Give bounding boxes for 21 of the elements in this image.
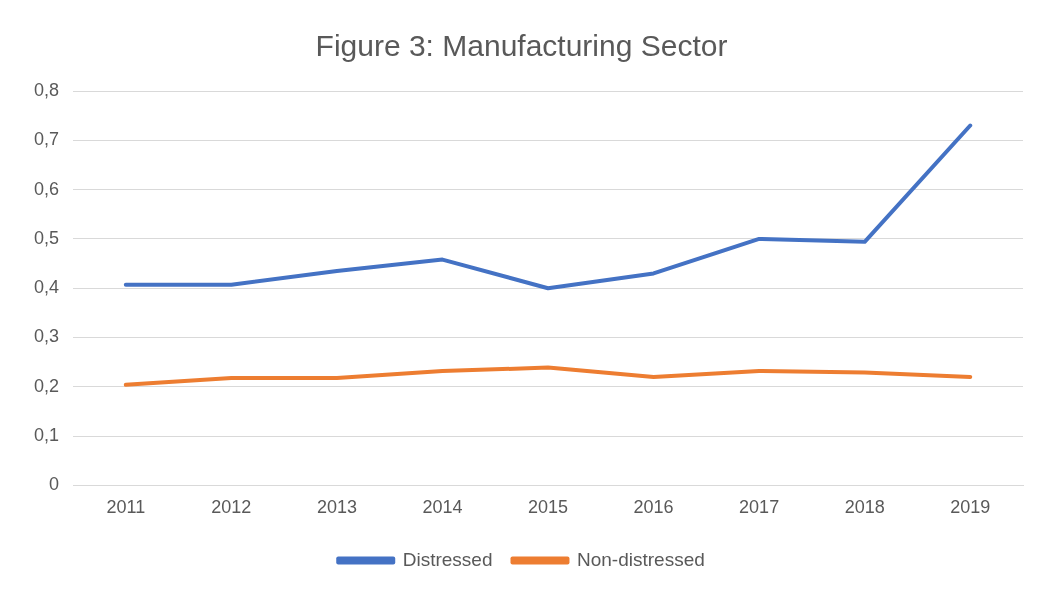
y-tick-label: 0,8 [33, 79, 60, 100]
y-tick-label: 0,1 [33, 425, 60, 446]
y-tick-label: 0,2 [33, 375, 60, 396]
x-tick-label: 2011 [106, 497, 146, 518]
legend-label: Distressed [402, 548, 493, 570]
y-tick-label: 0,4 [33, 277, 60, 298]
x-tick-label: 2012 [211, 497, 252, 518]
x-tick-label: 2017 [739, 497, 780, 518]
x-tick-label: 2013 [316, 497, 357, 518]
y-tick-label: 0 [49, 474, 60, 495]
x-tick-label: 2018 [844, 497, 885, 518]
y-tick-label: 0,6 [33, 178, 60, 199]
x-tick-label: 2014 [422, 497, 463, 518]
x-tick-label: 2019 [950, 497, 991, 518]
y-tick-label: 0,7 [33, 129, 60, 150]
legend-label: Non-distressed [576, 548, 705, 570]
chart-title: Figure 3: Manufacturing Sector [315, 29, 728, 63]
y-tick-label: 0,5 [33, 227, 60, 248]
y-tick-label: 0,3 [33, 326, 60, 347]
x-tick-label: 2015 [527, 497, 569, 518]
x-tick-label: 2016 [633, 497, 674, 518]
